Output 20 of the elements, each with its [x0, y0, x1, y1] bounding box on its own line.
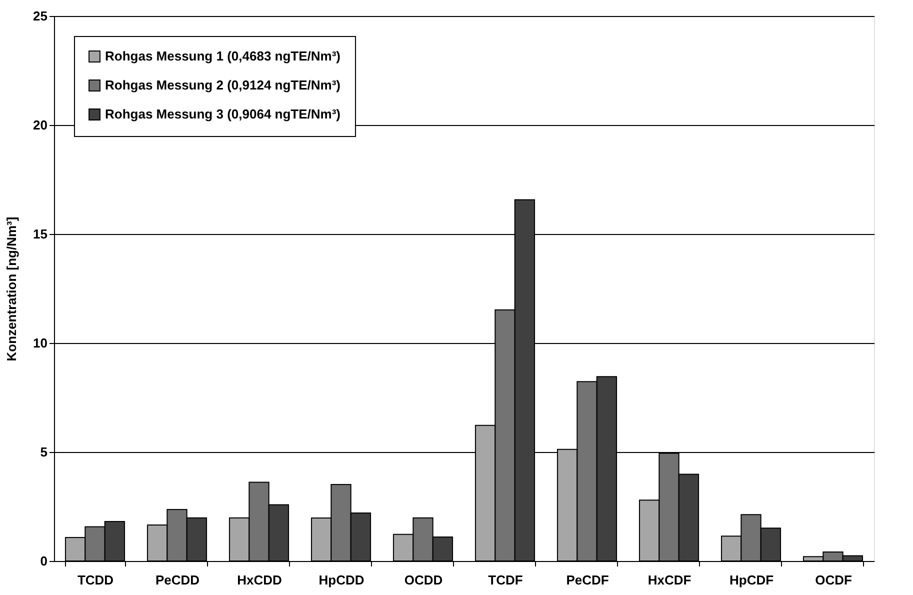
x-tick-label: TCDF [488, 572, 523, 588]
x-tick-label: HpCDF [729, 572, 774, 588]
legend-label: Rohgas Messung 2 (0,9124 ngTE/Nm³) [105, 78, 340, 92]
legend-label: Rohgas Messung 3 (0,9064 ngTE/Nm³) [105, 106, 340, 122]
y-tick-label: 10 [33, 336, 48, 350]
y-tick-label: 20 [33, 118, 48, 132]
y-tick-label: 15 [33, 226, 48, 242]
y-tick-label: 25 [33, 8, 48, 24]
x-tick-label: PeCDF [566, 572, 609, 588]
y-axis-title: Konzentration [ng/Nm³] [4, 216, 20, 362]
y-tick-label: 0 [40, 554, 48, 568]
y-tick-label: 5 [40, 444, 48, 460]
legend-label: Rohgas Messung 1 (0,4683 ngTE/Nm³) [105, 48, 340, 64]
x-tick-label: HxCDD [237, 572, 282, 588]
x-tick-label: HxCDF [648, 572, 692, 588]
x-tick-label: OCDD [404, 572, 443, 588]
x-tick-label: PeCDD [155, 572, 200, 588]
x-tick-label: TCDD [77, 572, 114, 588]
x-tick-label: OCDF [815, 572, 852, 588]
x-tick-label: HpCDD [318, 572, 364, 588]
